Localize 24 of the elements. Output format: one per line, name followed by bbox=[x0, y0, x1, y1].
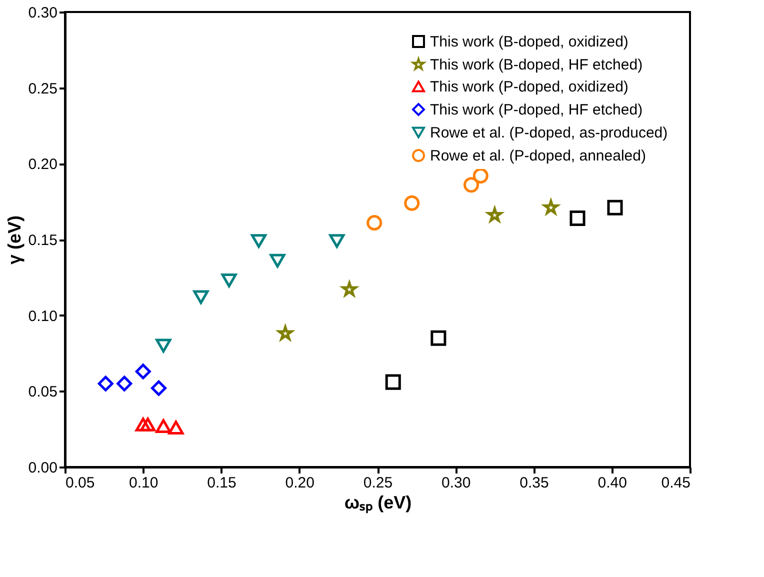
y-tick-label: 0.20 bbox=[28, 156, 58, 174]
y-axis-title: γ (eV) bbox=[4, 215, 24, 265]
y-tick-label: 0.10 bbox=[28, 308, 58, 325]
x-tick-label: 0.15 bbox=[207, 474, 236, 492]
x-tick-label: 0.40 bbox=[598, 474, 627, 492]
legend-label: This work (B-doped, HF etched) bbox=[430, 56, 643, 74]
x-tick-label: 0.05 bbox=[66, 474, 95, 492]
y-tick-label: 0.15 bbox=[28, 232, 58, 249]
legend-label: Rowe et al. (P-doped, annealed) bbox=[430, 148, 646, 164]
legend-label: This work (P-doped, HF etched) bbox=[430, 102, 643, 118]
y-tick-label: 0.00 bbox=[28, 460, 58, 476]
y-tick-label: 0.05 bbox=[28, 384, 58, 401]
legend-label: This work (P-doped, oxidized) bbox=[430, 78, 628, 96]
x-tick-label: 0.25 bbox=[363, 474, 393, 492]
y-tick-label: 0.30 bbox=[28, 4, 58, 22]
legend-label: This work (B-doped, oxidized) bbox=[430, 34, 628, 50]
x-tick-label: 0.35 bbox=[520, 474, 549, 492]
x-tick-label: 0.10 bbox=[129, 474, 158, 492]
x-tick-label: 0.30 bbox=[442, 474, 471, 492]
x-tick-label: 0.45 bbox=[661, 474, 690, 492]
x-tick-label: 0.20 bbox=[285, 474, 314, 492]
y-tick-label: 0.25 bbox=[28, 80, 58, 98]
x-axis-title: ωₛₚ (eV) bbox=[344, 492, 412, 514]
legend-label: Rowe et al. (P-doped, as-produced) bbox=[430, 124, 668, 142]
